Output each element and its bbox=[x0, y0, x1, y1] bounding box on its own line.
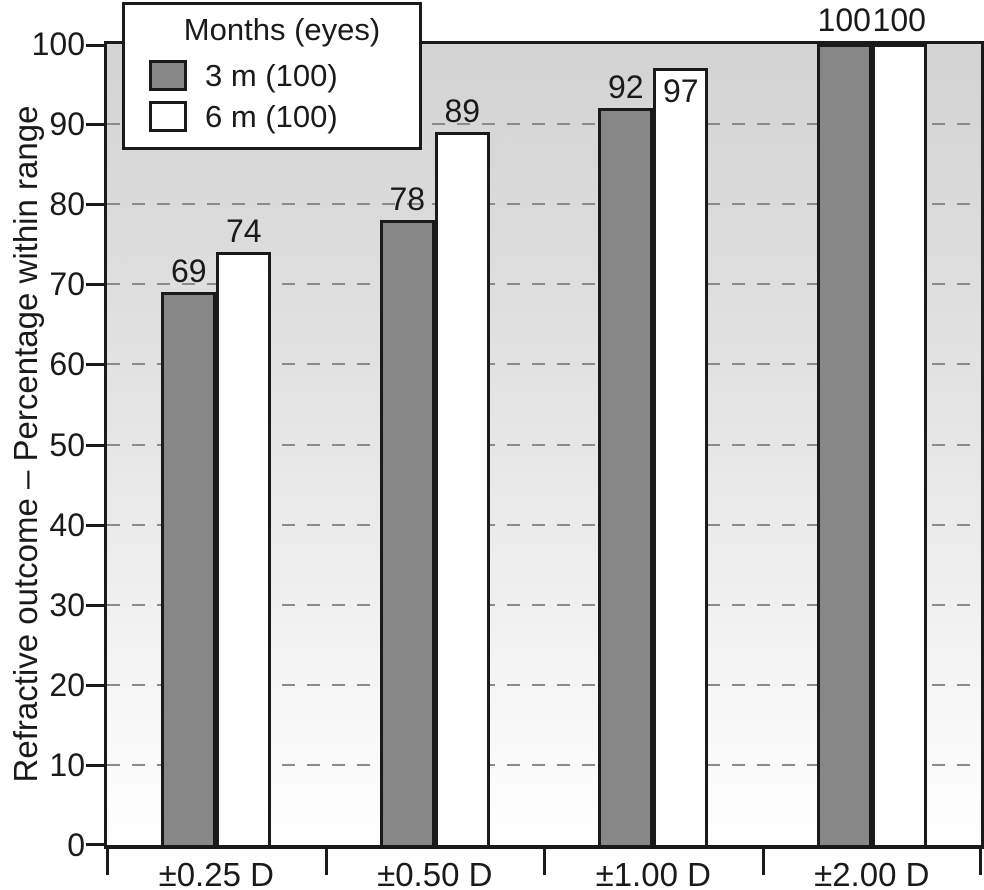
y-axis-tick bbox=[86, 363, 107, 367]
y-axis-tick bbox=[86, 763, 107, 767]
gridline bbox=[107, 763, 981, 766]
legend-item: 3 m (100) bbox=[149, 57, 419, 93]
y-axis-tick bbox=[86, 603, 107, 607]
y-tick-label: 70 bbox=[49, 266, 85, 303]
y-tick-label: 50 bbox=[49, 426, 85, 463]
bar-value-label: 69 bbox=[170, 253, 207, 290]
y-tick-label: 100 bbox=[31, 26, 85, 62]
gridline bbox=[107, 123, 981, 126]
legend-item-label: 6 m (100) bbox=[205, 98, 338, 134]
y-tick-label: 90 bbox=[49, 106, 85, 143]
bar bbox=[379, 220, 435, 845]
x-tick-label: ±0.25 D bbox=[158, 856, 274, 890]
x-axis-tick bbox=[324, 845, 328, 875]
x-axis-tick bbox=[979, 845, 982, 875]
gridline bbox=[107, 283, 981, 286]
plot-area: 0 10 20 30 40 50 60 70 80 90 100 ±0.25 D ±0.50 D ±1.0… bbox=[32, 2, 984, 890]
bar bbox=[216, 252, 272, 845]
bar bbox=[816, 44, 872, 845]
y-tick-label: 80 bbox=[49, 186, 85, 223]
y-axis-tick bbox=[86, 203, 107, 207]
x-tick-label: ±1.00 D bbox=[595, 856, 711, 890]
legend: Months (eyes) 3 m (100) 6 m (100) bbox=[122, 2, 422, 150]
y-axis-tick bbox=[86, 523, 107, 527]
x-axis-tick bbox=[761, 845, 765, 875]
y-axis-tick bbox=[86, 123, 107, 127]
bar bbox=[434, 132, 490, 845]
bar bbox=[653, 68, 709, 845]
legend-item-label: 3 m (100) bbox=[205, 57, 338, 93]
gridline bbox=[107, 523, 981, 526]
y-tick-label: 40 bbox=[49, 506, 85, 543]
bar-value-label: 100 bbox=[817, 2, 871, 38]
bar bbox=[598, 108, 654, 845]
legend-rows: 3 m (100) 6 m (100) bbox=[125, 57, 419, 134]
x-axis-tick bbox=[543, 845, 546, 875]
bar-value-label: 92 bbox=[607, 69, 644, 106]
bar-value-label: 78 bbox=[389, 181, 426, 218]
bar-value-label: 97 bbox=[662, 73, 699, 110]
gridline bbox=[107, 603, 981, 606]
y-axis-tick bbox=[86, 843, 107, 846]
bar bbox=[161, 292, 217, 845]
bar-value-label: 89 bbox=[444, 93, 481, 130]
gridline bbox=[107, 363, 981, 366]
y-tick-label: 20 bbox=[49, 666, 85, 703]
y-tick-label: 30 bbox=[49, 586, 85, 623]
y-axis-tick bbox=[86, 44, 107, 47]
legend-item: 6 m (100) bbox=[149, 98, 419, 134]
gridline bbox=[107, 203, 981, 206]
y-axis-tick bbox=[86, 283, 107, 287]
legend-title: Months (eyes) bbox=[183, 12, 381, 47]
x-tick-label: ±2.00 D bbox=[814, 856, 930, 890]
legend-swatch bbox=[149, 100, 187, 132]
y-axis-tick bbox=[86, 443, 107, 447]
bar-value-label: 74 bbox=[225, 213, 262, 250]
x-axis-tick bbox=[106, 845, 109, 875]
bar bbox=[871, 44, 927, 845]
gridline bbox=[107, 443, 981, 446]
y-tick-label: 60 bbox=[49, 346, 85, 383]
y-tick-label: 10 bbox=[49, 746, 85, 783]
x-tick-label: ±0.50 D bbox=[377, 856, 493, 890]
y-axis-tick bbox=[86, 683, 107, 687]
y-tick-label: 0 bbox=[67, 827, 85, 863]
gridline bbox=[107, 683, 981, 686]
legend-swatch bbox=[149, 59, 187, 91]
bar-value-label: 100 bbox=[872, 2, 926, 38]
